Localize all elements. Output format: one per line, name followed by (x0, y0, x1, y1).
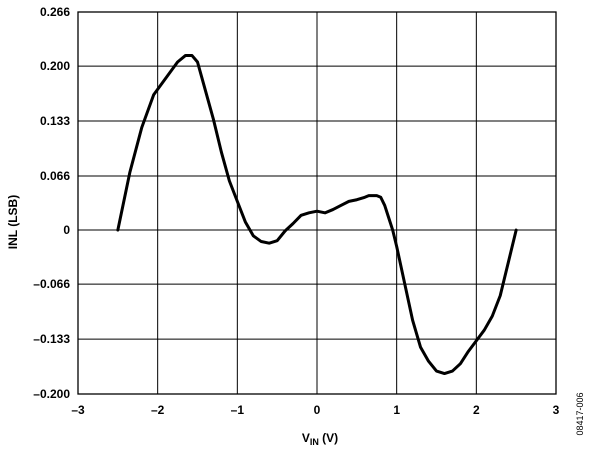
series-layer (116, 53, 518, 376)
y-tick-label: 0.200 (40, 59, 70, 73)
y-tick-label: 0 (63, 223, 70, 237)
y-tick-label: –0.133 (33, 332, 70, 346)
x-tick-label: 3 (553, 403, 560, 417)
y-tick-labels: –0.200 –0.133 –0.066 0 0.066 0.133 0.200 0.266 (33, 5, 70, 401)
y-tick-label: 0.066 (40, 169, 70, 183)
y-tick-label: 0.133 (40, 114, 70, 128)
x-axis-label: VIN (V) (302, 431, 338, 447)
x-tick-label: –2 (151, 403, 165, 417)
x-tick-label: 0 (314, 403, 321, 417)
inl-series-line (116, 53, 518, 376)
x-tick-label: 2 (473, 403, 480, 417)
figure-code: 08417-006 (575, 392, 585, 435)
plot-frame (77, 11, 557, 395)
y-axis-label: INL (LSB) (6, 195, 20, 249)
x-tick-label: –3 (71, 403, 85, 417)
y-tick-label: –0.066 (33, 277, 70, 291)
x-tick-label: 1 (393, 403, 400, 417)
y-tick-label: 0.266 (40, 5, 70, 19)
grid-lines (77, 11, 557, 395)
y-tick-label: –0.200 (33, 387, 70, 401)
x-tick-label: –1 (231, 403, 245, 417)
x-tick-labels: –3 –2 –1 0 1 2 3 (71, 403, 559, 417)
